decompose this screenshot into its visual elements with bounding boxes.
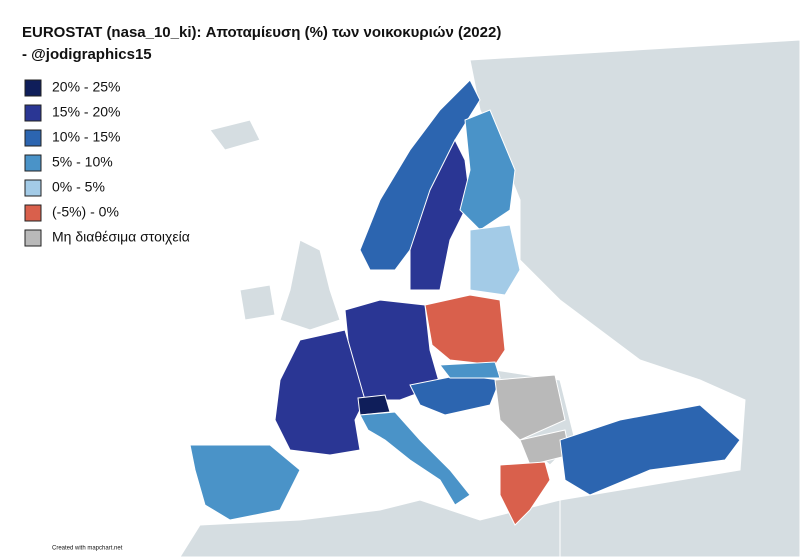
country [439, 361, 501, 379]
title: - @jodigraphics15 [22, 46, 152, 63]
country [459, 109, 516, 231]
legend-label: (-5%) - 0% [52, 204, 119, 220]
country [189, 444, 301, 521]
legend-swatch [24, 229, 42, 247]
country [357, 394, 391, 416]
land [239, 284, 276, 321]
country [274, 329, 366, 456]
legend-swatch [24, 79, 42, 97]
land [279, 239, 341, 331]
legend-swatch [24, 104, 42, 122]
legend-label: 20% - 25% [52, 79, 120, 95]
legend-swatch [24, 179, 42, 197]
land [209, 119, 261, 151]
legend: 20% - 25% 15% - 20% 10% - 15% 5% - 10% 0% - … [24, 79, 190, 247]
country [359, 411, 471, 506]
legend-swatch [24, 204, 42, 222]
legend-swatch [24, 154, 42, 172]
legend-label: 10% - 15% [52, 129, 120, 145]
land [179, 499, 561, 557]
legend-label: 0% - 5% [52, 179, 105, 195]
country [499, 461, 551, 526]
country [469, 224, 521, 296]
country [559, 404, 741, 496]
legend-label: 15% - 20% [52, 104, 120, 120]
country [494, 374, 566, 441]
title: EUROSTAT (nasa_10_ki): Αποταμίευση (%) τ… [22, 24, 501, 41]
country [424, 294, 506, 366]
credit: Created with mapchart.net [52, 546, 123, 552]
legend-label: 5% - 10% [52, 154, 113, 170]
legend-label: Μη διαθέσιμα στοιχεία [52, 229, 190, 245]
legend-swatch [24, 129, 42, 147]
